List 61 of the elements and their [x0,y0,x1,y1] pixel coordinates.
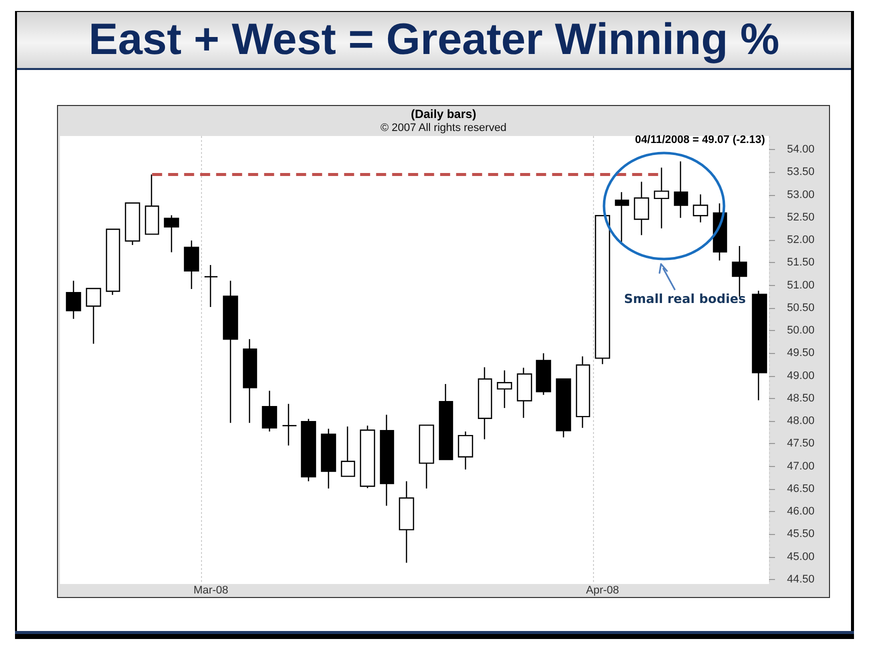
y-tick-label: 54.00 [787,144,815,156]
candlestick [478,366,492,440]
candlestick [320,428,336,490]
candlestick [438,383,454,460]
candlestick [86,288,102,344]
candlestick [242,338,258,424]
candlestick [164,214,180,253]
y-tick-label: 51.00 [787,279,815,292]
y-tick-label: 53.50 [787,166,815,178]
y-tick-label: 45.00 [787,550,815,563]
candlestick [458,430,474,470]
y-tick-label: 52.50 [787,211,815,224]
candlestick [124,202,140,246]
annotation: 04/11/2008 = 49.07 (-2.13) [635,134,765,146]
candlestick [66,280,82,320]
candlestick [674,160,688,219]
y-tick-label: 46.50 [787,482,815,495]
candlestick [576,356,590,428]
candlestick [692,194,708,224]
candlestick [536,352,552,396]
y-tick-label: 50.00 [787,324,815,337]
y-tick-label: 45.50 [787,528,815,540]
y-tick-label: 52.00 [787,234,815,246]
x-tick-label: Apr-08 [586,584,620,596]
candlestick [262,390,278,432]
candlestick [418,424,434,490]
y-tick-label: 49.00 [787,370,815,382]
candlestick [144,174,160,235]
candlestick [106,228,120,296]
candlestick [594,215,610,365]
candlestick [752,290,768,401]
candlestick [282,403,298,446]
y-tick-label: 47.50 [787,438,815,450]
candlestick [300,418,316,482]
candlestick [634,181,650,236]
text: © 2007 All rights reserved [379,122,508,134]
y-tick-label: 51.50 [787,256,815,269]
y-tick-label: 49.50 [787,347,815,360]
chart-title: East + West = Greater Winning % [88,14,780,64]
candlestick [204,264,218,308]
candlestick [380,414,394,506]
candlestick [184,240,200,290]
candlestick [340,426,356,477]
candlestick [222,280,238,424]
y-tick-label: 50.50 [787,302,815,314]
chart-subtitle: (Daily bars) [410,107,476,121]
candlestick [516,367,532,419]
candlestick [398,480,414,564]
y-tick-label: 48.50 [787,392,815,404]
annotation: Small real bodies [624,291,746,306]
candlestick [496,370,512,409]
x-tick-label: Mar-08 [193,584,228,596]
y-tick-label: 44.50 [787,573,815,586]
y-tick-label: 53.00 [787,188,815,201]
candlestick [654,167,670,229]
candlestick [556,378,572,438]
candlestick [360,425,376,489]
y-tick-label: 46.00 [787,506,815,518]
y-tick-label: 47.00 [787,460,815,472]
candlestick [614,192,630,242]
y-tick-label: 48.00 [787,415,815,428]
